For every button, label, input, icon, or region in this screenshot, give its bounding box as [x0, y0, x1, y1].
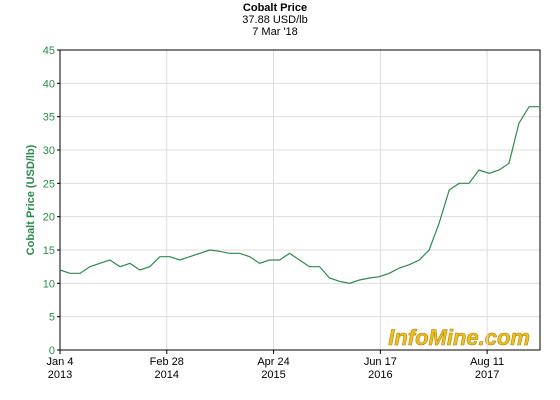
y-tick-label: 40 — [43, 78, 55, 90]
price-line — [59, 106, 539, 284]
y-axis-label: Cobalt Price (USD/lb) — [25, 144, 37, 255]
x-tick-label: 2014 — [155, 369, 179, 381]
y-tick-label: 10 — [43, 278, 55, 290]
y-tick-label: 15 — [43, 245, 55, 257]
chart-title: Cobalt Price — [243, 2, 307, 14]
x-tick-label: Feb 28 — [150, 356, 184, 368]
x-tick-label: Aug 11 — [470, 356, 504, 368]
chart-subtitle: 37.88 USD/lb — [242, 14, 307, 26]
x-tick-label: 2016 — [368, 369, 392, 381]
plot-frame — [59, 49, 541, 351]
x-tick-label: 2013 — [48, 369, 72, 381]
x-tick-label: Apr 24 — [257, 356, 289, 368]
x-tick-label: Jan 4 — [47, 356, 74, 368]
y-tick-label: 0 — [49, 345, 55, 357]
y-tick-label: 45 — [43, 45, 55, 57]
x-tick-label: 2017 — [475, 369, 499, 381]
y-tick-label: 35 — [43, 112, 55, 124]
chart-subtitle: 7 Mar '18 — [252, 26, 298, 38]
y-tick-label: 5 — [49, 312, 55, 324]
y-tick-label: 30 — [43, 145, 55, 157]
y-tick-label: 25 — [43, 178, 55, 190]
y-tick-label: 20 — [43, 212, 55, 224]
x-tick-label: 2015 — [261, 369, 285, 381]
x-tick-label: Jun 17 — [364, 356, 397, 368]
watermark: InfoMine.com — [388, 325, 530, 350]
